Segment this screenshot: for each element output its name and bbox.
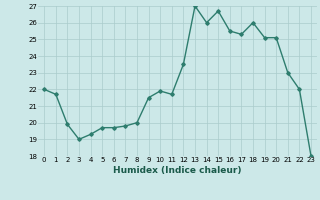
X-axis label: Humidex (Indice chaleur): Humidex (Indice chaleur) (113, 166, 242, 175)
